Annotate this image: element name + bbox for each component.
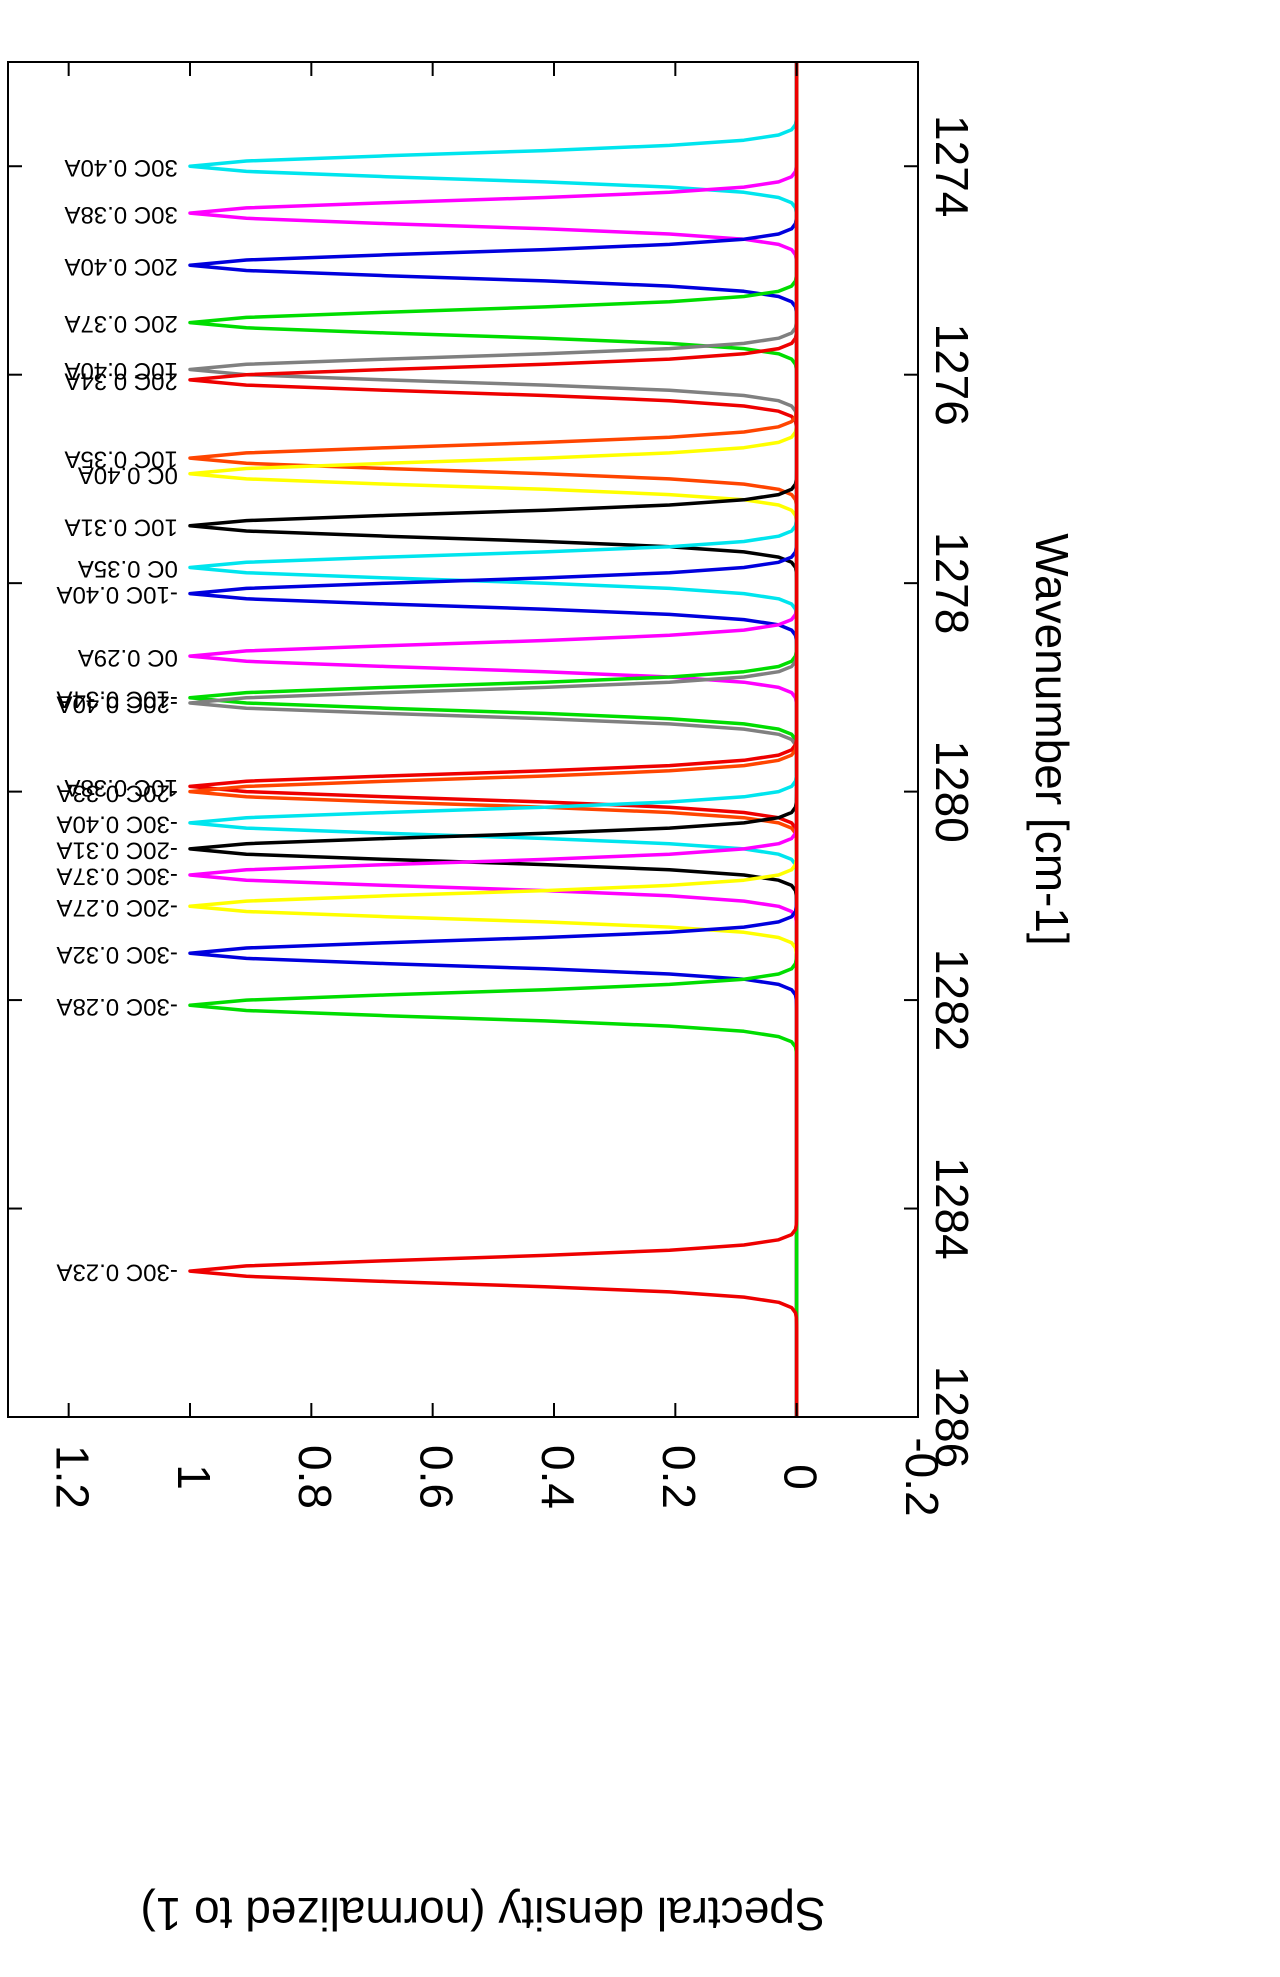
y-tick-label-1: -0.2 (896, 1437, 948, 1516)
series-line-17 (188, 62, 799, 1417)
peak-label-5: 10C 0.40A (64, 357, 177, 384)
peak-label-21: -30C 0.32A (56, 941, 177, 968)
series-line-22 (188, 62, 799, 1417)
peak-label-3: 20C 0.40A (64, 253, 177, 280)
peak-label-6: 20C 0.34A (64, 368, 177, 395)
plot-frame (7, 61, 919, 1418)
x-tick-label-7: 1286 (926, 1366, 978, 1468)
y-tick-label-6: 0.8 (289, 1445, 341, 1509)
series-line-5 (188, 62, 799, 1417)
series-line-8 (188, 62, 799, 1417)
x-tick-label-6: 1284 (926, 1157, 978, 1259)
series-line-20 (188, 62, 799, 1417)
series-line-21 (188, 62, 799, 1417)
y-axis-label: Spectral density (normalized to 1) (140, 1888, 825, 1940)
series-line-23 (188, 62, 799, 1417)
series-line-9 (188, 62, 799, 1417)
series-line-3 (188, 62, 799, 1417)
peak-label-1: 30C 0.40A (64, 154, 177, 181)
peak-label-11: -10C 0.40A (56, 581, 177, 608)
x-tick-label-2: 1276 (926, 324, 978, 426)
peak-label-16: -20C 0.33A (56, 779, 177, 806)
y-tick-label-7: 1 (168, 1464, 220, 1490)
peak-label-10: 0C 0.35A (78, 555, 178, 582)
peak-label-18: -20C 0.31A (56, 837, 177, 864)
x-tick-label-1: 1274 (926, 115, 978, 217)
peak-label-15: 10C 0.38A (64, 774, 177, 801)
peak-label-7: 10C 0.35A (64, 446, 177, 473)
series-line-12 (188, 62, 799, 1417)
series-line-6 (188, 62, 799, 1417)
peak-label-9: 10C 0.31A (64, 513, 177, 540)
series-line-10 (188, 62, 799, 1417)
x-tick-label-5: 1282 (926, 949, 978, 1051)
peak-label-17: -30C 0.40A (56, 811, 177, 838)
series-line-4 (188, 62, 799, 1417)
series-line-13 (188, 62, 799, 1417)
series-line-1 (188, 62, 799, 1417)
peak-label-13: -10C 0.34A (56, 685, 177, 712)
peak-label-20: -20C 0.27A (56, 894, 177, 921)
series-line-14 (188, 62, 799, 1417)
x-tick-label-3: 1278 (926, 532, 978, 634)
axes: 1274 1276 1278 1280 1282 1284 1286-0.2 0 0.2 0.4 0… (7, 61, 978, 1517)
y-tick-label-5: 0.6 (411, 1445, 463, 1509)
peak-label-19: -30C 0.37A (56, 863, 177, 890)
y-tick-label-3: 0.2 (653, 1445, 705, 1509)
peak-label-23: -30C 0.23A (56, 1259, 177, 1286)
y-tick-label-8: 1.2 (47, 1445, 99, 1509)
x-tick-label-4: 1280 (926, 740, 978, 842)
peak-labels: 30C 0.40A 30C 0.38A 20C 0.40A 20C 0.37A 10C … (56, 154, 177, 1286)
peak-label-2: 30C 0.38A (64, 201, 177, 228)
series-line-18 (188, 62, 799, 1417)
series-line-16 (188, 62, 799, 1417)
plot-area (188, 62, 799, 1417)
peak-label-4: 20C 0.37A (64, 310, 177, 337)
y-tick-label-4: 0.4 (532, 1445, 584, 1509)
peak-label-8: 0C 0.40A (78, 461, 178, 488)
series-line-2 (188, 62, 799, 1417)
series-line-19 (188, 62, 799, 1417)
peak-label-14: -20C 0.40A (56, 691, 177, 718)
peak-label-12: 0C 0.29A (78, 644, 178, 671)
peak-label-22: -30C 0.28A (56, 993, 177, 1020)
series-line-11 (188, 62, 799, 1417)
x-axis-label: Wavenumber [cm-1] (1026, 533, 1078, 945)
series-line-7 (188, 62, 799, 1417)
y-tick-label-2: 0 (775, 1464, 827, 1490)
series-line-15 (188, 62, 799, 1417)
